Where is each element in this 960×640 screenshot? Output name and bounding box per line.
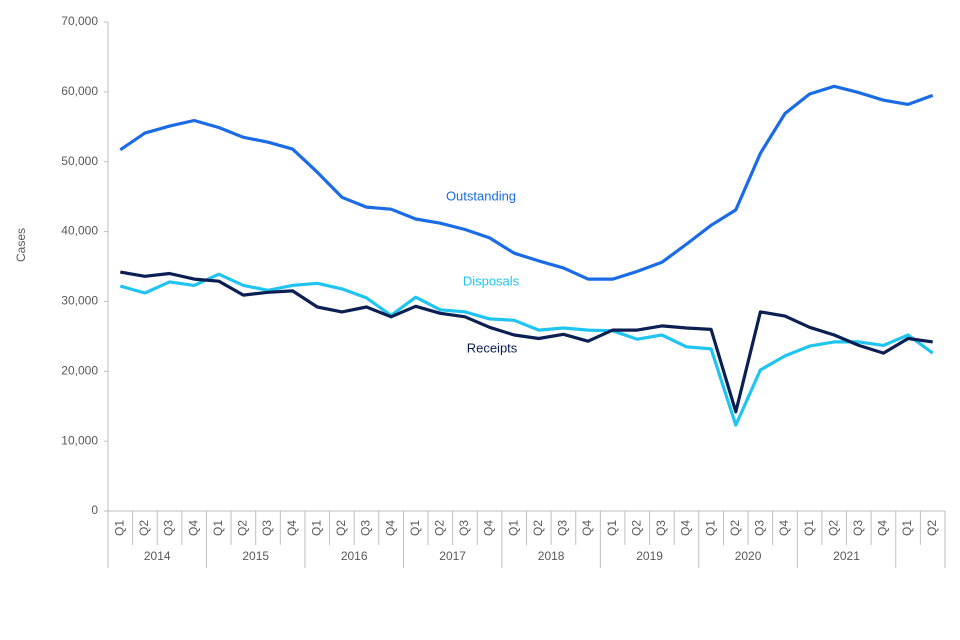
x-tick-label: Q3 <box>260 520 274 536</box>
x-tick-label: Q4 <box>186 520 200 536</box>
x-tick-label: Q1 <box>309 520 323 536</box>
x-tick-label: Q1 <box>802 520 816 536</box>
x-group-label: 2015 <box>242 549 269 563</box>
x-tick-label: Q2 <box>531 520 545 536</box>
y-tick-label: 70,000 <box>61 14 98 28</box>
x-group-label: 2021 <box>833 549 860 563</box>
series-line <box>119 84 934 281</box>
x-tick-label: Q1 <box>703 520 717 536</box>
x-group-label: 2019 <box>636 549 663 563</box>
x-tick-label: Q3 <box>556 520 570 536</box>
y-tick-label: 0 <box>91 503 98 517</box>
series-line <box>120 270 933 414</box>
x-group-label: 2016 <box>341 549 368 563</box>
x-tick-label: Q4 <box>876 520 890 536</box>
x-tick-label: Q1 <box>211 520 225 536</box>
y-tick-label: 50,000 <box>61 154 98 168</box>
x-tick-label: Q3 <box>654 520 668 536</box>
x-group-label: 2014 <box>144 549 171 563</box>
x-group-label: 2020 <box>735 549 762 563</box>
x-tick-label: Q2 <box>137 520 151 536</box>
x-tick-label: Q2 <box>433 520 447 536</box>
x-group-label: 2018 <box>538 549 565 563</box>
x-tick-label: Q4 <box>285 520 299 536</box>
x-tick-label: Q4 <box>777 520 791 536</box>
x-tick-label: Q3 <box>851 520 865 536</box>
x-tick-label: Q4 <box>679 520 693 536</box>
x-tick-label: Q2 <box>334 520 348 536</box>
x-tick-label: Q2 <box>925 520 939 536</box>
x-tick-label: Q4 <box>482 520 496 536</box>
x-tick-label: Q3 <box>457 520 471 536</box>
x-tick-label: Q2 <box>826 520 840 536</box>
x-tick-label: Q2 <box>728 520 742 536</box>
x-tick-label: Q3 <box>753 520 767 536</box>
y-axis-label: Cases <box>14 228 28 262</box>
y-tick-label: 20,000 <box>61 363 98 377</box>
x-tick-label: Q3 <box>359 520 373 536</box>
series-label: Outstanding <box>446 188 516 203</box>
x-tick-label: Q2 <box>236 520 250 536</box>
y-tick-label: 60,000 <box>61 84 98 98</box>
x-tick-label: Q3 <box>162 520 176 536</box>
y-tick-label: 40,000 <box>61 224 98 238</box>
series-label: Disposals <box>463 273 520 288</box>
series-line <box>119 272 934 427</box>
x-tick-label: Q4 <box>383 520 397 536</box>
x-tick-label: Q1 <box>408 520 422 536</box>
y-tick-label: 30,000 <box>61 294 98 308</box>
x-tick-label: Q2 <box>629 520 643 536</box>
x-tick-label: Q1 <box>506 520 520 536</box>
x-tick-label: Q1 <box>900 520 914 536</box>
x-tick-label: Q1 <box>605 520 619 536</box>
x-tick-label: Q1 <box>112 520 126 536</box>
x-group-label: 2017 <box>439 549 466 563</box>
x-tick-label: Q4 <box>580 520 594 536</box>
series-label: Receipts <box>467 340 518 355</box>
y-tick-label: 10,000 <box>61 433 98 447</box>
